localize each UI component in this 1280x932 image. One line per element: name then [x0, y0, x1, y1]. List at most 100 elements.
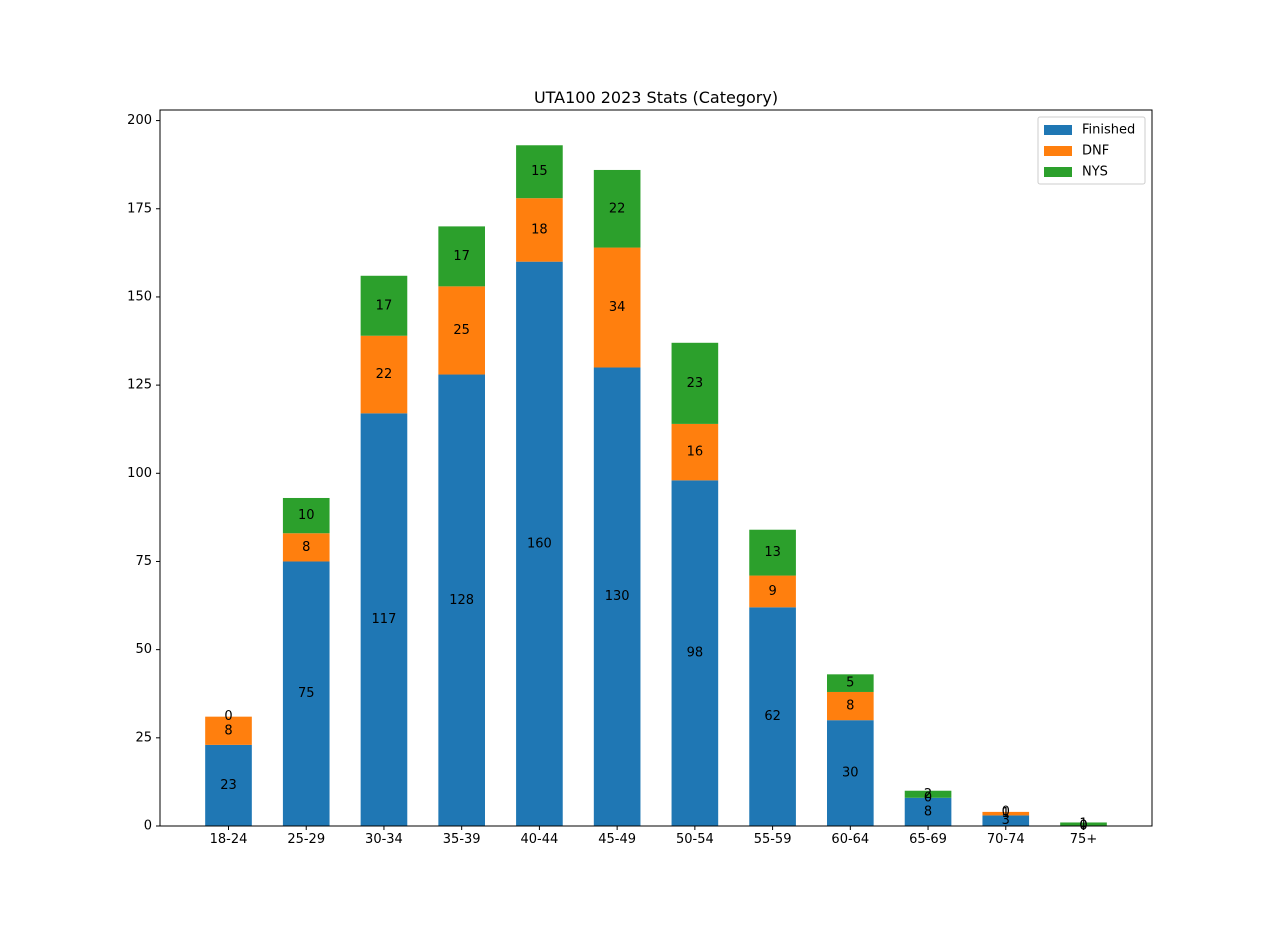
- y-tick-label: 150: [127, 289, 152, 304]
- data-label-nys-50-54: 23: [687, 376, 704, 391]
- data-label-nys-35-39: 17: [453, 249, 470, 264]
- x-tick-label-35-39: 35-39: [443, 832, 481, 847]
- y-tick-label: 100: [127, 466, 152, 481]
- bar-finished-35-39: [438, 374, 485, 826]
- x-tick-label-25-29: 25-29: [287, 832, 325, 847]
- x-tick-label-65-69: 65-69: [909, 832, 947, 847]
- x-tick-label-45-49: 45-49: [598, 832, 636, 847]
- bar-finished-60-64: [827, 720, 874, 826]
- y-tick-label: 200: [127, 113, 152, 128]
- data-label-dnf-60-64: 8: [846, 699, 854, 714]
- y-tick-label: 75: [135, 554, 152, 569]
- data-label-nys-55-59: 13: [764, 545, 781, 560]
- data-label-dnf-30-34: 22: [376, 367, 393, 382]
- data-label-dnf-70-74: 1: [1002, 806, 1010, 821]
- bar-dnf-30-34: [360, 335, 408, 414]
- bar-dnf-25-29: [282, 533, 330, 562]
- x-tick-label-30-34: 30-34: [365, 832, 403, 847]
- y-tick-label: 50: [135, 642, 152, 657]
- plot-frame: [159, 109, 1153, 827]
- data-label-finished-30-34: 117: [372, 612, 397, 627]
- data-label-finished-25-29: 75: [298, 686, 315, 701]
- bar-dnf-45-49: [593, 247, 641, 368]
- data-label-finished-60-64: 30: [842, 766, 859, 781]
- bar-finished-70-74: [982, 815, 1030, 826]
- data-label-finished-40-44: 160: [527, 536, 552, 551]
- x-tick-label-18-24: 18-24: [210, 832, 248, 847]
- x-tick-label-40-44: 40-44: [521, 832, 559, 847]
- bar-finished-55-59: [749, 607, 796, 826]
- bar-finished-45-49: [593, 367, 641, 826]
- data-label-dnf-45-49: 34: [609, 300, 626, 315]
- legend-swatch-finished: [1044, 125, 1072, 135]
- data-label-dnf-25-29: 8: [302, 540, 310, 555]
- bar-nys-60-64: [827, 674, 874, 692]
- bar-finished-25-29: [282, 561, 330, 826]
- legend-label-dnf: DNF: [1082, 144, 1109, 159]
- bar-nys-35-39: [438, 226, 485, 287]
- data-label-dnf-65-69: 0: [924, 790, 932, 805]
- x-tick-label-75+: 75+: [1070, 832, 1097, 847]
- bar-nys-30-34: [360, 275, 408, 336]
- chart-title: UTA100 2023 Stats (Category): [534, 88, 778, 107]
- data-label-nys-25-29: 10: [298, 508, 315, 523]
- data-label-finished-50-54: 98: [687, 646, 704, 661]
- data-label-finished-65-69: 8: [924, 804, 932, 819]
- x-tick-label-50-54: 50-54: [676, 832, 714, 847]
- bar-nys-25-29: [282, 497, 330, 534]
- bars-layer: [205, 145, 1107, 826]
- data-label-dnf-18-24: 8: [224, 723, 232, 738]
- data-label-nys-30-34: 17: [376, 298, 393, 313]
- data-label-dnf-35-39: 25: [453, 323, 470, 338]
- data-label-nys-40-44: 15: [531, 164, 548, 179]
- bar-nys-45-49: [593, 169, 641, 248]
- y-tick-label: 0: [144, 819, 152, 834]
- bar-nys-75+: [1060, 822, 1107, 826]
- legend-swatch-nys: [1044, 167, 1072, 177]
- data-label-dnf-40-44: 18: [531, 222, 548, 237]
- x-tick-label-55-59: 55-59: [754, 832, 792, 847]
- legend: Finished DNF NYS: [1037, 116, 1146, 185]
- data-label-nys-60-64: 5: [846, 676, 854, 691]
- data-label-finished-70-74: 3: [1002, 813, 1010, 828]
- legend-label-nys: NYS: [1082, 165, 1108, 180]
- bar-finished-18-24: [205, 744, 252, 826]
- bar-nys-50-54: [671, 342, 719, 424]
- bar-dnf-40-44: [516, 198, 563, 262]
- data-label-nys-18-24: 0: [224, 709, 232, 724]
- data-label-dnf-55-59: 9: [768, 584, 776, 599]
- bar-finished-40-44: [516, 261, 563, 826]
- bar-finished-65-69: [904, 797, 952, 826]
- bar-nys-40-44: [516, 145, 563, 199]
- data-label-nys-75+: 1: [1079, 817, 1087, 832]
- bar-dnf-55-59: [749, 575, 796, 608]
- data-label-dnf-50-54: 16: [687, 445, 704, 460]
- x-tick-label-60-64: 60-64: [831, 832, 869, 847]
- legend-label-finished: Finished: [1082, 123, 1135, 138]
- bar-nys-55-59: [749, 529, 796, 576]
- data-label-nys-70-74: 0: [1002, 804, 1010, 819]
- data-label-nys-45-49: 22: [609, 201, 626, 216]
- y-tick-label: 125: [127, 378, 152, 393]
- legend-swatch-dnf: [1044, 146, 1072, 156]
- bar-dnf-60-64: [827, 691, 874, 721]
- bar-nys-65-69: [904, 790, 952, 798]
- data-label-finished-35-39: 128: [449, 593, 474, 608]
- x-tick-label-70-74: 70-74: [987, 832, 1025, 847]
- y-tick-label: 175: [127, 201, 152, 216]
- data-label-finished-55-59: 62: [764, 709, 781, 724]
- bar-dnf-35-39: [438, 286, 485, 375]
- bar-finished-50-54: [671, 480, 719, 826]
- bar-finished-30-34: [360, 413, 408, 826]
- bar-dnf-50-54: [671, 423, 719, 481]
- data-label-finished-45-49: 130: [605, 589, 630, 604]
- data-label-nys-65-69: 2: [924, 787, 932, 802]
- data-label-finished-18-24: 23: [220, 778, 237, 793]
- bar-dnf-18-24: [205, 716, 252, 745]
- y-tick-label: 25: [135, 730, 152, 745]
- bar-dnf-70-74: [982, 811, 1030, 816]
